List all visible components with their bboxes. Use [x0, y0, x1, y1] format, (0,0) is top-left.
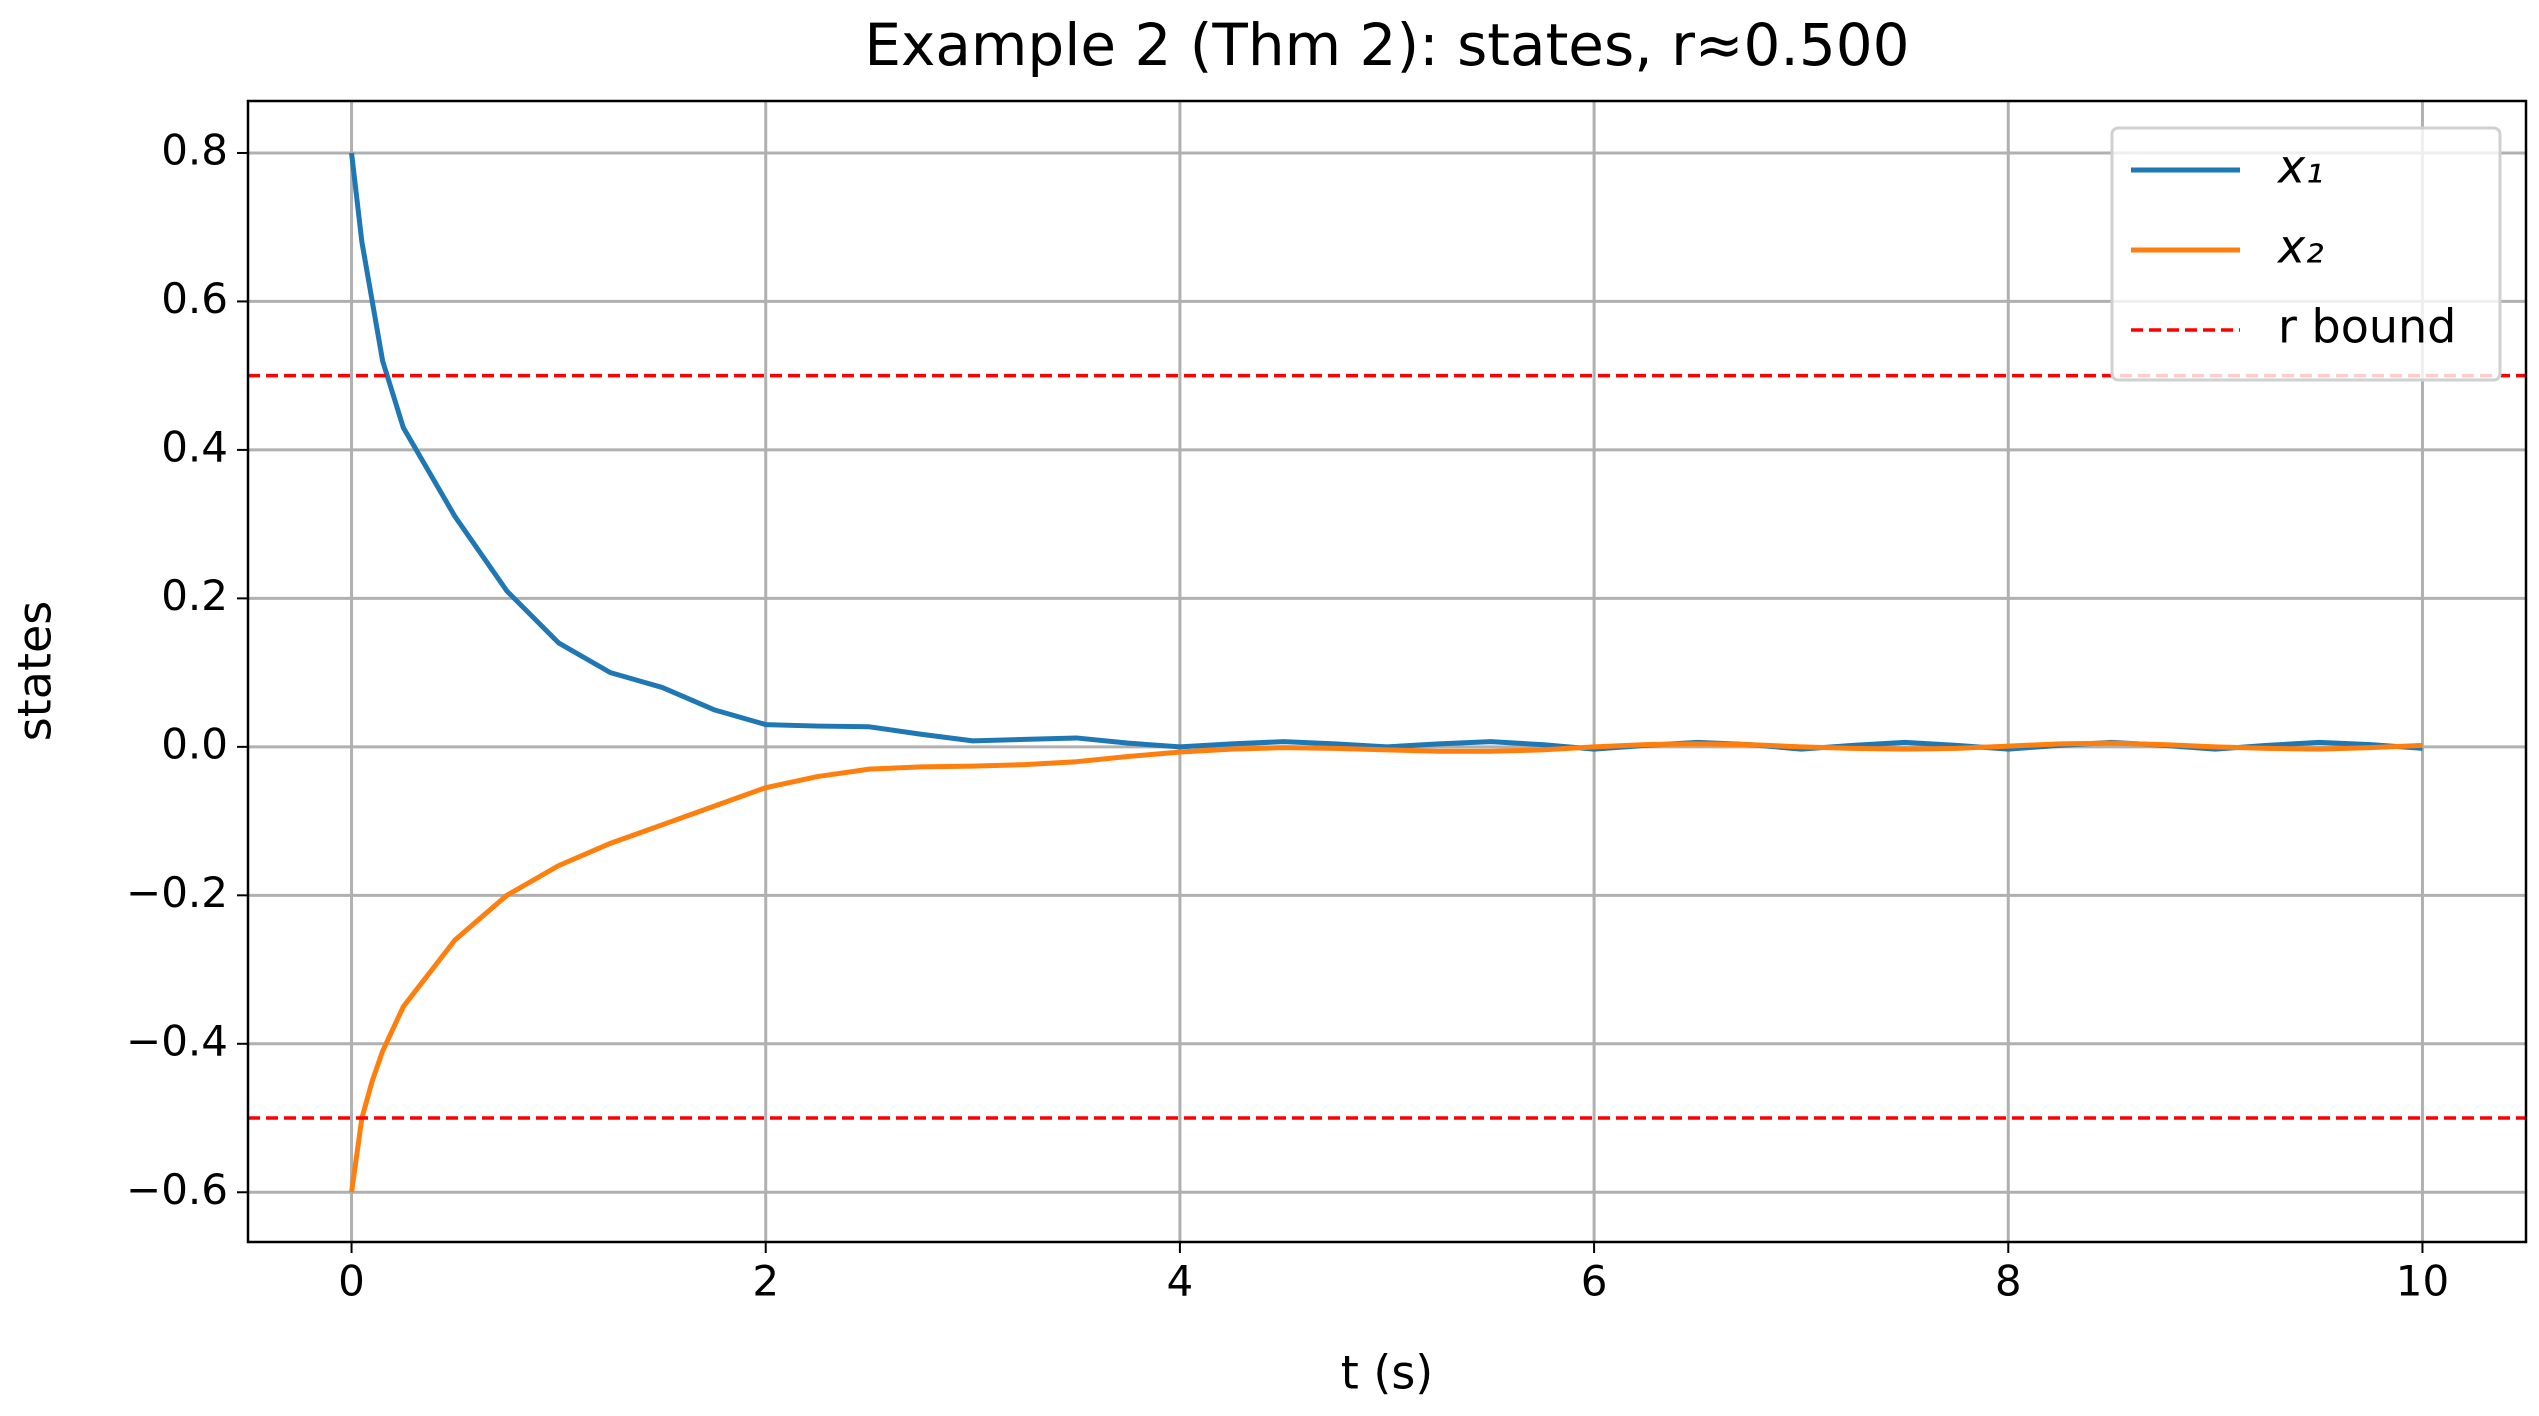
- x-tick-label: 8: [1995, 1257, 2022, 1306]
- x-tick-label: 0: [338, 1257, 365, 1306]
- legend: x₁ x₂ r bound: [2110, 126, 2502, 382]
- plot-frame: [246, 99, 2528, 1244]
- legend-label: r bound: [2278, 300, 2456, 354]
- series-line: [349, 740, 2423, 1193]
- y-tick-label: 0.8: [161, 125, 228, 174]
- y-tick-label: −0.6: [126, 1165, 228, 1214]
- y-tick-label: 0.2: [161, 571, 228, 620]
- x-axis-label: t (s): [1341, 1346, 1434, 1400]
- legend-box: [2110, 126, 2502, 382]
- x-tick-label: 10: [2396, 1257, 2449, 1306]
- y-tick-label: 0.4: [161, 422, 228, 471]
- y-tick-label: −0.4: [126, 1016, 228, 1065]
- x-tick-label: 4: [1167, 1257, 1194, 1306]
- x-tick-label: 6: [1581, 1257, 1608, 1306]
- y-tick-label: 0.6: [161, 274, 228, 323]
- chart-title: Example 2 (Thm 2): states, r≈0.500: [864, 11, 1909, 79]
- y-tick-label: 0.0: [161, 719, 228, 768]
- y-tick-label: −0.2: [126, 868, 228, 917]
- x-tick-label: 2: [752, 1257, 779, 1306]
- legend-label: x₁: [2276, 140, 2324, 194]
- legend-label: x₂: [2276, 220, 2324, 274]
- y-axis-label: states: [8, 601, 62, 742]
